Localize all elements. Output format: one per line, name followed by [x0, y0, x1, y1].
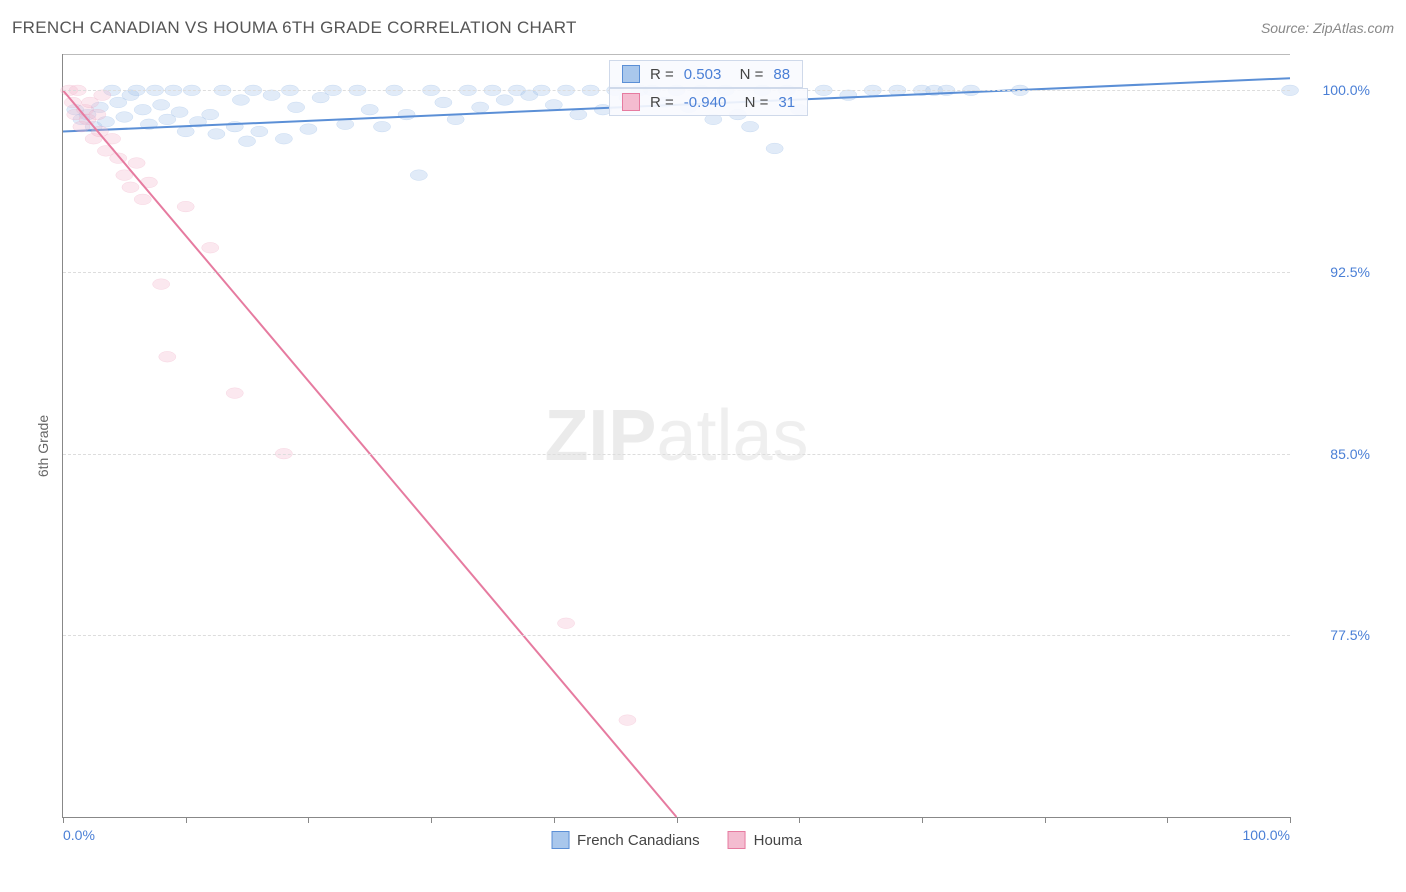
scatter-point: [171, 107, 188, 118]
legend-r-value: 0.503: [684, 66, 722, 83]
legend-n-value: 88: [773, 66, 790, 83]
y-axis-label: 6th Grade: [35, 415, 51, 477]
x-tick: [677, 817, 678, 823]
scatter-point: [263, 90, 280, 101]
scatter-point: [496, 95, 513, 106]
scatter-point: [94, 90, 111, 101]
x-origin-label: 0.0%: [63, 827, 95, 843]
legend-series-label: Houma: [754, 832, 802, 849]
scatter-point: [619, 715, 636, 726]
scatter-point: [435, 97, 452, 108]
x-tick: [431, 817, 432, 823]
gridline: [63, 272, 1290, 273]
scatter-point: [134, 194, 151, 205]
scatter-point: [398, 109, 415, 120]
plot-top-border: [63, 54, 1290, 55]
legend-series-label: French Canadians: [577, 832, 700, 849]
plot-svg: [63, 54, 1290, 817]
scatter-point: [557, 618, 574, 629]
scatter-point: [238, 136, 255, 147]
scatter-point: [177, 201, 194, 212]
scatter-point: [208, 129, 225, 140]
scatter-point: [134, 104, 151, 115]
gridline: [63, 635, 1290, 636]
x-tick: [63, 817, 64, 823]
y-tick-label: 85.0%: [1330, 446, 1370, 462]
legend-n-label: N =: [731, 66, 763, 83]
bottom-legend: French Canadians Houma: [551, 831, 802, 849]
scatter-point: [410, 170, 427, 181]
x-tick: [1167, 817, 1168, 823]
legend-r-label: R =: [650, 94, 674, 111]
source-attribution: Source: ZipAtlas.com: [1261, 20, 1394, 36]
scatter-point: [742, 121, 759, 132]
scatter-point: [373, 121, 390, 132]
y-tick-label: 100.0%: [1323, 82, 1370, 98]
scatter-point: [251, 126, 268, 137]
x-tick: [1045, 817, 1046, 823]
stats-legend-row: R = 0.503 N = 88: [609, 60, 803, 88]
scatter-point: [128, 158, 145, 169]
legend-r-value: -0.940: [684, 94, 727, 111]
scatter-point: [202, 109, 219, 120]
chart-container: 6th Grade ZIPatlas 77.5%85.0%92.5%100.0%…: [50, 50, 1386, 842]
scatter-point: [153, 279, 170, 290]
scatter-point: [288, 102, 305, 113]
x-tick: [1290, 817, 1291, 823]
legend-swatch: [622, 65, 640, 83]
x-tick: [554, 817, 555, 823]
scatter-point: [116, 112, 133, 123]
x-tick: [186, 817, 187, 823]
chart-title: FRENCH CANADIAN VS HOUMA 6TH GRADE CORRE…: [12, 18, 577, 38]
legend-swatch: [622, 93, 640, 111]
scatter-point: [232, 95, 249, 106]
scatter-point: [177, 126, 194, 137]
scatter-point: [545, 100, 562, 111]
scatter-point: [275, 133, 292, 144]
scatter-point: [153, 100, 170, 111]
scatter-point: [472, 102, 489, 113]
scatter-point: [361, 104, 378, 115]
legend-swatch: [728, 831, 746, 849]
gridline: [63, 454, 1290, 455]
header: FRENCH CANADIAN VS HOUMA 6TH GRADE CORRE…: [12, 18, 1394, 38]
y-tick-label: 77.5%: [1330, 627, 1370, 643]
bottom-legend-item: Houma: [728, 831, 802, 849]
legend-swatch: [551, 831, 569, 849]
legend-n-label: N =: [736, 94, 768, 111]
scatter-point: [159, 351, 176, 362]
scatter-point: [122, 182, 139, 193]
legend-n-value: 31: [778, 94, 795, 111]
scatter-point: [226, 388, 243, 399]
scatter-point: [840, 90, 857, 101]
x-tick: [799, 817, 800, 823]
y-tick-label: 92.5%: [1330, 264, 1370, 280]
scatter-point: [570, 109, 587, 120]
x-tick: [922, 817, 923, 823]
legend-r-label: R =: [650, 66, 674, 83]
x-tick: [308, 817, 309, 823]
plot-area: ZIPatlas 77.5%85.0%92.5%100.0%0.0%100.0%…: [62, 54, 1290, 818]
scatter-point: [766, 143, 783, 154]
scatter-point: [89, 109, 106, 120]
x-end-label: 100.0%: [1243, 827, 1290, 843]
scatter-point: [300, 124, 317, 135]
scatter-point: [202, 242, 219, 253]
bottom-legend-item: French Canadians: [551, 831, 700, 849]
stats-legend-row: R = -0.940 N = 31: [609, 88, 808, 116]
